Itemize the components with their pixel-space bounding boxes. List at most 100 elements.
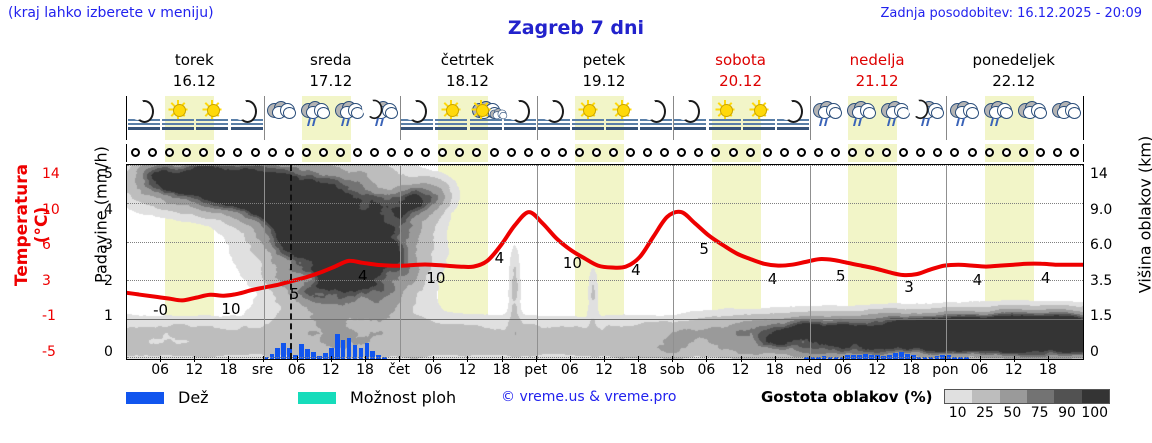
temperature-line [127, 209, 1083, 303]
moon-icon [642, 98, 667, 123]
time-tick-label: pet [524, 362, 548, 378]
moon-icon [539, 98, 564, 123]
day-name: sobota [715, 51, 766, 69]
temperature-point-label: 5 [836, 266, 846, 285]
time-tick-label: 12 [595, 362, 613, 378]
time-tick-mark [399, 356, 401, 362]
precip-bar [263, 357, 269, 359]
temperature-tick: 3 [42, 272, 51, 289]
precip-tick: 5 [104, 166, 113, 182]
moon-icon [130, 98, 155, 123]
day-header-4: sobota 20.12 [672, 50, 809, 94]
temperature-point-label: 5 [289, 284, 300, 303]
temperature-tick: -5 [42, 344, 56, 360]
precip-bar [940, 354, 946, 359]
hour-marker [813, 148, 823, 157]
rain-drops-icon [955, 118, 972, 127]
weather-icon-sun-cloud [469, 96, 507, 140]
precip-bar [922, 357, 928, 359]
sleet-legend-swatch [298, 392, 336, 404]
copyright-link[interactable]: © vreme.us & vreme.pro [501, 389, 677, 405]
gridline [127, 280, 1083, 281]
precip-bar [311, 351, 316, 359]
cloud-icon [300, 101, 330, 119]
weather-icon-moon [776, 96, 810, 140]
day-separator [536, 165, 538, 359]
rain-drops-icon [853, 118, 869, 127]
day-date: 18.12 [445, 72, 489, 90]
gridline [127, 165, 1083, 166]
weather-icon-cloud-rain [981, 96, 1015, 140]
time-tick-label: sob [659, 362, 685, 378]
weather-icon-cloud [1049, 96, 1083, 140]
temperature-point-label: -0 [153, 300, 169, 319]
precip-bar [370, 351, 376, 359]
gridline [127, 319, 1083, 320]
cloud-icon [847, 101, 877, 119]
weather-icon-cloud-rain [810, 96, 844, 140]
time-tick-label: pon [932, 362, 959, 378]
hour-marker [745, 148, 755, 157]
time-tick-label: 06 [697, 362, 716, 378]
plot-gridlines [127, 165, 1083, 359]
hour-marker [233, 148, 243, 157]
precip-bar [281, 342, 287, 359]
sun-icon [168, 100, 188, 119]
cloud-axis-title: Višina oblakov (km) [1135, 135, 1152, 294]
precip-bar [887, 354, 892, 359]
hour-marker [711, 148, 721, 157]
temperature-point-label: 4 [1040, 268, 1051, 287]
gridline [127, 242, 1083, 243]
time-tick-label: 18 [492, 362, 511, 378]
precip-tick: 3 [104, 237, 113, 254]
time-axis: 06 12 18 sre 06 12 18 čet 06 12 18 pet 06 12 18 sob 06 12… [126, 356, 1084, 382]
precip-tick: 2 [104, 272, 113, 289]
weather-icon-haze-sun [161, 96, 195, 140]
weather-icon-cloud-rain [332, 96, 366, 140]
precip-bar [364, 342, 370, 359]
haze-bars-icon [469, 119, 502, 130]
hour-marker [165, 148, 175, 157]
hour-marker [882, 148, 892, 157]
hour-marker [762, 148, 772, 157]
time-tick-label: 18 [1038, 362, 1057, 378]
precip-bar [898, 351, 904, 359]
time-tick-mark [1013, 356, 1015, 362]
cloud-icon [1051, 101, 1081, 119]
hour-marker [899, 148, 909, 157]
precip-bar [275, 347, 281, 359]
time-tick-mark [672, 356, 674, 362]
hour-marker [609, 148, 619, 157]
time-tick-mark [843, 356, 844, 362]
day-header-3: petek 19.12 [536, 50, 673, 94]
hour-marker [591, 148, 601, 157]
precip-bar [928, 357, 934, 359]
time-tick-mark [1047, 356, 1049, 362]
time-tick-mark [262, 356, 264, 362]
day-separator [536, 96, 538, 140]
weather-icon-cloud-rain [298, 96, 332, 140]
time-tick-label: ned [795, 362, 823, 378]
precip-bar [340, 340, 346, 359]
chart-legend: Dež Možnost ploh © vreme.us & vreme.pro … [126, 388, 1146, 434]
day-separator [673, 165, 675, 359]
moon-icon [676, 98, 701, 123]
time-tick-mark [160, 356, 162, 362]
time-tick-label: 18 [765, 362, 784, 378]
precip-bar [851, 354, 857, 359]
precip-bar [904, 353, 910, 359]
haze-bars-icon [708, 119, 741, 130]
precip-bar [964, 357, 969, 359]
cloud-icon [812, 101, 842, 119]
hour-marker [574, 148, 584, 157]
time-tick-label: 06 [287, 362, 306, 378]
hour-marker [779, 148, 789, 157]
forecast-plot: -0 10 5 4 10 4 10 4 5 4 5 3 4 4 [126, 164, 1084, 360]
time-tick-label: 18 [219, 362, 238, 378]
day-header-band: torek 16.12 sreda 17.12 četrtek 18.12 petek 19.… [126, 50, 1084, 94]
haze-bars-icon [742, 119, 775, 130]
hour-marker [267, 148, 277, 157]
haze-bars-icon [162, 119, 195, 130]
time-tick-label: 12 [868, 362, 887, 378]
day-header-1: sreda 17.12 [263, 50, 400, 94]
